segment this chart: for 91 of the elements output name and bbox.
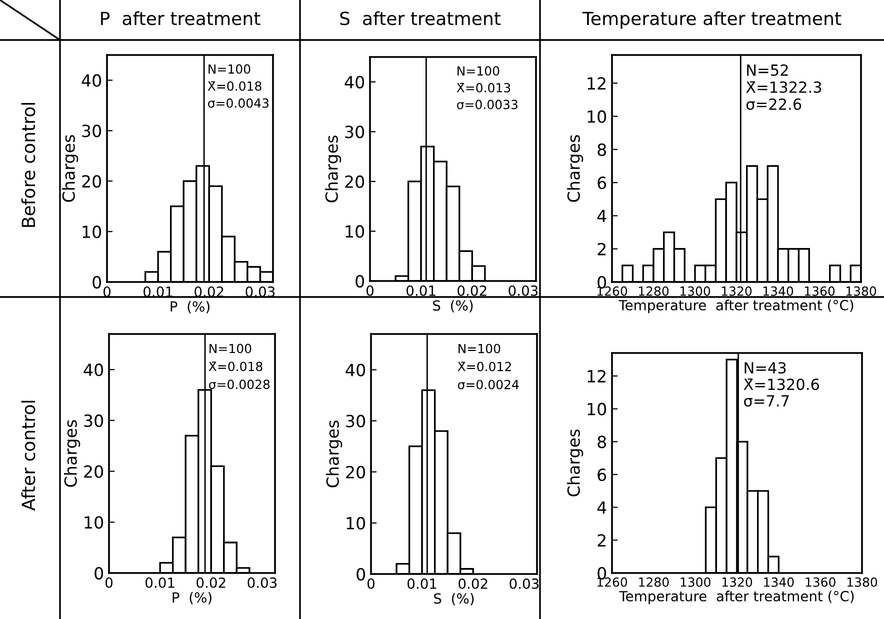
annotation: N=100 xyxy=(210,344,252,354)
x-tick-label: 1380 xyxy=(846,286,876,296)
x-tick-label: 0 xyxy=(367,578,374,589)
x-tick-label: 0.01 xyxy=(146,577,174,588)
annotation: N=100 xyxy=(458,66,500,76)
x-axis-title: S (%) xyxy=(433,300,473,312)
x-tick-label: 0.03 xyxy=(508,285,538,296)
x-tick-label: 1280 xyxy=(638,286,669,296)
x-tick-label: 0 xyxy=(105,577,112,588)
y-tick-label: 10 xyxy=(346,516,366,530)
y-tick-label: 12 xyxy=(588,370,606,382)
y-tick-label: 10 xyxy=(588,402,606,416)
annotation: X̄=0.018 xyxy=(208,362,262,372)
y-tick-label: 20 xyxy=(346,466,366,478)
annotation: σ=0.0043 xyxy=(208,98,268,108)
y-axis-title: Charges xyxy=(62,135,78,202)
x-tick-label: 1320 xyxy=(722,286,752,296)
x-tick-label: 0.01 xyxy=(144,286,172,297)
annotation: X̄=0.012 xyxy=(458,362,511,372)
annotation: X̄=0.018 xyxy=(208,81,262,91)
annotation: σ=0.0033 xyxy=(457,100,518,110)
x-axis-title: Temperature after treatment (°C) xyxy=(619,590,854,604)
y-axis-title: Charges xyxy=(567,430,584,496)
y-tick-label: 40 xyxy=(82,74,102,87)
x-tick-label: 0.03 xyxy=(248,577,277,588)
chart-title: S after treatment xyxy=(340,11,501,26)
y-tick-label: 30 xyxy=(82,124,102,138)
x-tick-label: 1340 xyxy=(763,286,794,296)
y-tick-label: 40 xyxy=(84,364,104,376)
x-axis-title: Temperature after treatment (°C) xyxy=(618,300,854,314)
x-axis-title: S (%) xyxy=(434,593,474,606)
annotation: σ=7.7 xyxy=(744,395,789,407)
annotation: N=43 xyxy=(744,362,786,374)
x-tick-label: 0 xyxy=(103,286,110,297)
y-tick-label: 2 xyxy=(598,242,606,256)
annotation: σ=0.0028 xyxy=(209,380,270,390)
x-tick-label: 0.02 xyxy=(196,577,226,588)
annotation: X̄=0.013 xyxy=(456,82,510,92)
y-tick-label: 12 xyxy=(588,77,606,90)
x-tick-label: 0.03 xyxy=(510,578,539,589)
y-tick-label: 10 xyxy=(84,516,104,529)
x-tick-label: 0.02 xyxy=(194,286,224,297)
y-tick-label: 20 xyxy=(84,465,104,478)
x-tick-label: 0.01 xyxy=(406,285,436,296)
text: After control xyxy=(21,400,36,511)
y-axis-title: Charges xyxy=(325,136,342,202)
y-tick-label: 30 xyxy=(345,126,364,138)
y-tick-label: 8 xyxy=(598,143,606,156)
annotation: N=100 xyxy=(208,64,250,74)
y-tick-label: 10 xyxy=(346,225,364,238)
y-tick-label: 6 xyxy=(598,468,606,482)
x-tick-label: 1300 xyxy=(680,577,710,587)
x-tick-label: 1360 xyxy=(806,577,836,587)
y-tick-label: 8 xyxy=(598,436,606,448)
annotation: σ=22.6 xyxy=(746,98,802,110)
y-axis-title: Charges xyxy=(326,420,342,488)
annotation: N=52 xyxy=(747,64,788,76)
y-tick-label: 30 xyxy=(84,414,104,428)
y-tick-label: 20 xyxy=(345,175,364,188)
y-tick-label: 40 xyxy=(346,364,366,376)
y-tick-label: 10 xyxy=(82,226,102,238)
x-tick-label: 0 xyxy=(366,285,374,296)
y-axis-title: Charges xyxy=(64,420,80,487)
y-tick-label: 4 xyxy=(597,502,606,514)
x-tick-label: 0.01 xyxy=(408,578,436,589)
x-tick-label: 0.03 xyxy=(246,286,275,297)
y-tick-label: 4 xyxy=(597,210,606,222)
annotation: X̄=1320.6 xyxy=(744,378,820,390)
text: Before control xyxy=(21,103,36,227)
x-tick-label: 1320 xyxy=(722,577,752,587)
y-tick-label: 10 xyxy=(588,110,606,123)
y-axis-title: Charges xyxy=(567,135,584,202)
x-tick-label: 1280 xyxy=(639,577,669,587)
y-tick-label: 40 xyxy=(344,76,364,88)
y-tick-label: 20 xyxy=(82,175,102,188)
x-axis-title: P (%) xyxy=(170,301,210,314)
x-axis-title: P (%) xyxy=(172,592,212,604)
annotation: σ=0.0024 xyxy=(458,380,519,390)
y-tick-label: 6 xyxy=(598,176,606,190)
chart-title: Temperature after treatment xyxy=(582,11,842,29)
x-tick-label: 1360 xyxy=(804,286,835,296)
y-tick-label: 2 xyxy=(598,534,606,546)
chart-title: P after treatment xyxy=(101,11,260,26)
x-tick-label: 0.02 xyxy=(458,285,486,296)
x-tick-label: 1300 xyxy=(680,286,710,296)
x-tick-label: 1340 xyxy=(764,577,794,587)
x-tick-label: 0.02 xyxy=(458,578,488,589)
y-tick-label: 30 xyxy=(346,414,366,428)
annotation: N=100 xyxy=(458,344,500,354)
x-tick-label: 1380 xyxy=(847,577,878,587)
annotation: X̄=1322.3 xyxy=(746,81,822,93)
